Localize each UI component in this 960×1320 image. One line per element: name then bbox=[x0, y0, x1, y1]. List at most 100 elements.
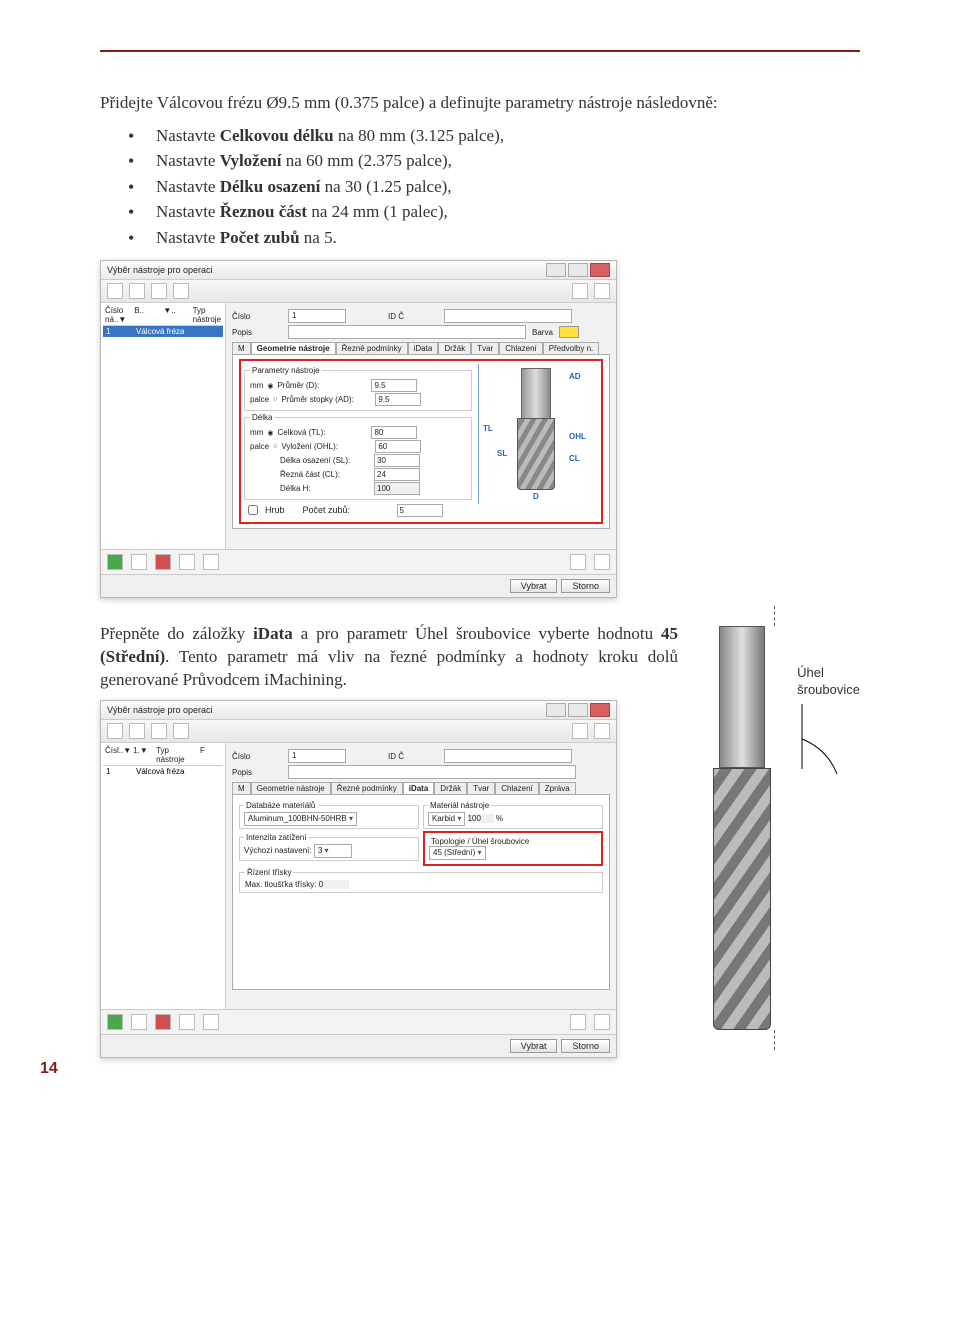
tab-m[interactable]: M bbox=[232, 782, 251, 794]
tool-material-select[interactable]: Karbid bbox=[428, 812, 465, 826]
close-button[interactable] bbox=[590, 703, 610, 717]
delete-icon[interactable] bbox=[155, 554, 171, 570]
refresh-icon[interactable] bbox=[203, 554, 219, 570]
minimize-button[interactable] bbox=[546, 703, 566, 717]
teeth-input[interactable]: 5 bbox=[397, 504, 443, 517]
field-label: Popis bbox=[232, 328, 282, 337]
import-icon[interactable] bbox=[570, 1014, 586, 1030]
field-label: ID Č bbox=[388, 752, 438, 761]
toolbar-icon[interactable] bbox=[107, 723, 123, 739]
tab-presets[interactable]: Předvolby n. bbox=[543, 342, 599, 354]
delete-icon[interactable] bbox=[155, 1014, 171, 1030]
tab-coolant[interactable]: Chlazení bbox=[499, 342, 543, 354]
tab-geometry[interactable]: Geometrie nástroje bbox=[251, 342, 336, 354]
unit-radio-mm[interactable]: mm bbox=[250, 428, 263, 437]
tool-list-panel: Čísl..▼ 1.▼ Typ nástroje F 1 Válcová fré… bbox=[101, 743, 226, 1009]
unit-radio-inch[interactable]: palce bbox=[250, 395, 269, 404]
param-label: Celková (TL): bbox=[277, 428, 367, 437]
description-input[interactable] bbox=[288, 765, 576, 779]
select-button[interactable]: Vybrat bbox=[510, 579, 558, 593]
tab-cutting[interactable]: Řezné podmínky bbox=[331, 782, 403, 794]
toolbar-icon[interactable] bbox=[129, 283, 145, 299]
mid-paragraph: Přepněte do záložky iData a pro parametr… bbox=[100, 623, 678, 692]
id-input[interactable] bbox=[444, 309, 572, 323]
tab-report[interactable]: Zpráva bbox=[539, 782, 576, 794]
maximize-button[interactable] bbox=[568, 263, 588, 277]
tab-shape[interactable]: Tvar bbox=[471, 342, 499, 354]
number-input[interactable]: 1 bbox=[288, 309, 346, 323]
maximize-button[interactable] bbox=[568, 703, 588, 717]
tab-coolant[interactable]: Chlazení bbox=[495, 782, 539, 794]
left-footer-icons bbox=[101, 549, 616, 574]
tab-geometry[interactable]: Geometrie nástroje bbox=[251, 782, 331, 794]
toolbar-icon[interactable] bbox=[173, 723, 189, 739]
tool-list-panel: Číslo ná..▼ B.. ▼.. Typ nástroje 1 Válco… bbox=[101, 303, 226, 549]
tool-list-row-selected[interactable]: 1 Válcová fréza bbox=[103, 766, 223, 777]
toolbar-icon[interactable] bbox=[594, 283, 610, 299]
tab-holder[interactable]: Držák bbox=[434, 782, 467, 794]
refresh-icon[interactable] bbox=[203, 1014, 219, 1030]
field-label: ID Č bbox=[388, 312, 438, 321]
helix-angle-select[interactable]: 45 (Střední) bbox=[429, 846, 486, 860]
overhang-input[interactable]: 60 bbox=[375, 440, 421, 453]
material-db-select[interactable]: Aluminum_100BHN-50HRB bbox=[244, 812, 357, 826]
id-input[interactable] bbox=[444, 749, 572, 763]
number-input[interactable]: 1 bbox=[288, 749, 346, 763]
copy-icon[interactable] bbox=[131, 1014, 147, 1030]
description-input[interactable] bbox=[288, 325, 526, 339]
close-button[interactable] bbox=[590, 263, 610, 277]
screenshot-idata: Výběr nástroje pro operaci bbox=[100, 700, 617, 1058]
export-icon[interactable] bbox=[594, 554, 610, 570]
color-swatch[interactable] bbox=[559, 326, 579, 338]
toolbar-icon[interactable] bbox=[594, 723, 610, 739]
tab-shape[interactable]: Tvar bbox=[467, 782, 495, 794]
sort-icon[interactable] bbox=[179, 1014, 195, 1030]
toolbar-icon[interactable] bbox=[173, 283, 189, 299]
toolbar-icon[interactable] bbox=[572, 723, 588, 739]
copy-icon[interactable] bbox=[131, 554, 147, 570]
sort-icon[interactable] bbox=[179, 554, 195, 570]
export-icon[interactable] bbox=[594, 1014, 610, 1030]
shoulder-length-input[interactable]: 30 bbox=[374, 454, 420, 467]
toolbar-icon[interactable] bbox=[572, 283, 588, 299]
import-icon[interactable] bbox=[570, 554, 586, 570]
minimize-button[interactable] bbox=[546, 263, 566, 277]
helix-figure: Úhel šroubovice bbox=[690, 606, 860, 1050]
group-label: Topologie / Úhel šroubovice bbox=[429, 837, 531, 846]
intensity-select[interactable]: 3 bbox=[314, 844, 352, 858]
tab-holder[interactable]: Držák bbox=[438, 342, 471, 354]
add-icon[interactable] bbox=[107, 554, 123, 570]
unit-radio-inch[interactable]: palce bbox=[250, 442, 269, 451]
tab-idata[interactable]: iData bbox=[403, 782, 435, 794]
field-label: Číslo bbox=[232, 752, 282, 761]
tab-cutting[interactable]: Řezné podmínky bbox=[336, 342, 408, 354]
teeth-label: Počet zubů: bbox=[303, 505, 393, 515]
h-length-input[interactable]: 100 bbox=[374, 482, 420, 495]
material-pct-input[interactable]: 100 bbox=[468, 814, 494, 823]
unit-radio-mm[interactable]: mm bbox=[250, 381, 263, 390]
group-label: Intenzita zatížení bbox=[244, 833, 308, 842]
tab-m[interactable]: M bbox=[232, 342, 251, 354]
tool-list-row-selected[interactable]: 1 Válcová fréza bbox=[103, 326, 223, 337]
toolbar-icon[interactable] bbox=[151, 283, 167, 299]
toolbar-icon[interactable] bbox=[107, 283, 123, 299]
tab-idata[interactable]: iData bbox=[408, 342, 439, 354]
window-titlebar: Výběr nástroje pro operaci bbox=[101, 701, 616, 720]
param-label: Řezná část (CL): bbox=[280, 470, 370, 479]
shank-diameter-input[interactable]: 9.5 bbox=[375, 393, 421, 406]
cancel-button[interactable]: Storno bbox=[561, 579, 610, 593]
rough-checkbox[interactable] bbox=[248, 505, 258, 515]
bullet-item: Nastavte Řeznou část na 24 mm (1 palec), bbox=[128, 199, 860, 225]
add-icon[interactable] bbox=[107, 1014, 123, 1030]
diameter-input[interactable]: 9.5 bbox=[371, 379, 417, 392]
param-label: Průměr (D): bbox=[277, 381, 367, 390]
select-button[interactable]: Vybrat bbox=[510, 1039, 558, 1053]
toolbar-icon[interactable] bbox=[129, 723, 145, 739]
header-rule bbox=[100, 50, 860, 52]
total-length-input[interactable]: 80 bbox=[371, 426, 417, 439]
cancel-button[interactable]: Storno bbox=[561, 1039, 610, 1053]
cutting-length-input[interactable]: 24 bbox=[374, 468, 420, 481]
left-footer-icons bbox=[101, 1009, 616, 1034]
chip-input[interactable]: 0 bbox=[319, 880, 349, 889]
toolbar-icon[interactable] bbox=[151, 723, 167, 739]
